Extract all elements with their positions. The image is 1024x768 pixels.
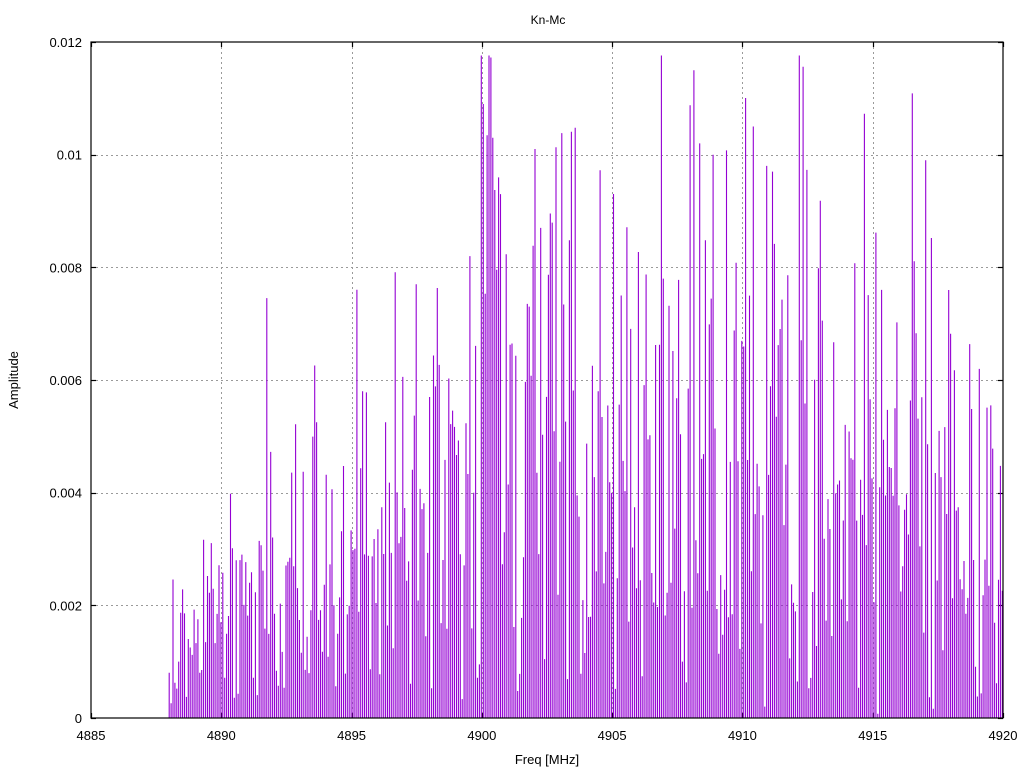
y-tick-label: 0.01 (57, 148, 82, 163)
y-tick-label: 0.004 (49, 486, 82, 501)
x-tick-label: 4910 (728, 728, 757, 743)
spectrum-series (168, 55, 1003, 718)
x-tick-label: 4885 (77, 728, 106, 743)
x-tick-label: 4895 (337, 728, 366, 743)
y-axis-label: Amplitude (6, 351, 21, 409)
y-tick-label: 0.006 (49, 373, 82, 388)
x-tick-label: 4900 (467, 728, 496, 743)
x-tick-label: 4890 (207, 728, 236, 743)
x-tick-label: 4905 (598, 728, 627, 743)
y-tick-label: 0.002 (49, 598, 82, 613)
x-tick-label: 4920 (989, 728, 1018, 743)
chart-title: Kn-Mc (531, 13, 566, 27)
y-tick-label: 0 (75, 711, 82, 726)
y-tick-label: 0.008 (49, 260, 82, 275)
y-axis-tick-labels: 0 0.002 0.004 0.006 0.008 0.01 0.012 (49, 35, 82, 726)
x-tick-label: 4915 (858, 728, 887, 743)
x-axis-label: Freq [MHz] (515, 752, 579, 767)
plot-frame (90, 41, 1004, 719)
x-axis-tick-labels: 4885 4890 4895 4900 4905 4910 4915 4920 (77, 728, 1018, 743)
y-tick-label: 0.012 (49, 35, 82, 50)
spectrum-trace (168, 55, 1003, 718)
